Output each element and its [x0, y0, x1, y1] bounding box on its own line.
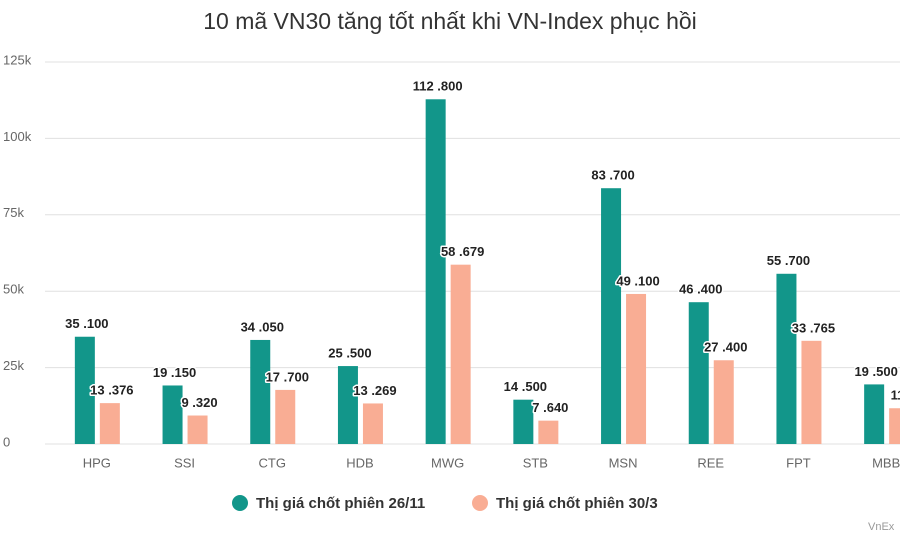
- x-tick-label: HPG: [83, 455, 111, 470]
- y-tick-label: 75k: [3, 205, 24, 220]
- bar: [601, 188, 622, 444]
- value-label: 46 .400: [679, 282, 722, 297]
- bar: [626, 293, 647, 444]
- value-label: 33 .765: [792, 320, 835, 335]
- value-label: 13 .376: [90, 383, 133, 398]
- bar: [864, 384, 885, 444]
- y-tick-label: 50k: [3, 282, 24, 297]
- x-tick-label: HDB: [346, 455, 373, 470]
- x-tick-label: REE: [697, 455, 724, 470]
- source: VnEx: [868, 521, 895, 533]
- bar: [776, 273, 797, 444]
- y-tick-label: 125k: [3, 52, 32, 67]
- bar: [713, 360, 734, 444]
- legend-marker: [232, 495, 248, 511]
- value-label: 11 .: [891, 388, 900, 403]
- value-label: 27 .400: [704, 340, 747, 355]
- value-label: 7 .640: [532, 400, 568, 415]
- value-label: 17 .700: [266, 369, 309, 384]
- x-tick-label: CTG: [259, 455, 286, 470]
- bar: [74, 336, 95, 444]
- bar: [275, 389, 296, 444]
- bar: [250, 339, 271, 444]
- value-label: 19 .500: [854, 364, 897, 379]
- bar: [889, 408, 900, 444]
- x-tick-label: FPT: [786, 455, 811, 470]
- bar: [162, 385, 183, 444]
- y-tick-label: 25k: [3, 358, 24, 373]
- bar: [801, 340, 822, 444]
- bar: [688, 302, 709, 444]
- value-label: 14 .500: [504, 379, 547, 394]
- bar: [187, 415, 208, 444]
- value-label: 13 .269: [353, 383, 396, 398]
- bar: [99, 403, 120, 444]
- x-tick-label: MSN: [609, 455, 638, 470]
- legend-label: Thị giá chốt phiên 26/11: [256, 495, 425, 512]
- y-tick-label: 0: [3, 434, 10, 449]
- x-tick-label: STB: [523, 455, 548, 470]
- x-tick-label: SSI: [174, 455, 195, 470]
- value-label: 55 .700: [767, 253, 810, 268]
- value-label: 34 .050: [241, 319, 284, 334]
- legend-marker: [472, 495, 488, 511]
- bar: [450, 264, 471, 444]
- chart-title: 10 mã VN30 tăng tốt nhất khi VN-Index ph…: [203, 8, 697, 34]
- bar: [538, 420, 559, 444]
- bar: [337, 366, 358, 444]
- value-label: 9 .320: [181, 395, 217, 410]
- y-tick-label: 100k: [3, 129, 32, 144]
- value-label: 49 .100: [616, 273, 659, 288]
- bar: [362, 403, 383, 444]
- bar: [425, 99, 446, 444]
- value-label: 112 .800: [413, 79, 463, 94]
- x-tick-label: MBB: [872, 455, 900, 470]
- legend-label: Thị giá chốt phiên 30/3: [496, 495, 658, 512]
- value-label: 58 .679: [441, 244, 484, 259]
- value-label: 25 .500: [328, 346, 371, 361]
- value-label: 35 .100: [65, 316, 108, 331]
- bar: [513, 399, 534, 444]
- value-label: 19 .150: [153, 365, 196, 380]
- x-tick-label: MWG: [431, 455, 464, 470]
- value-label: 83 .700: [591, 168, 634, 183]
